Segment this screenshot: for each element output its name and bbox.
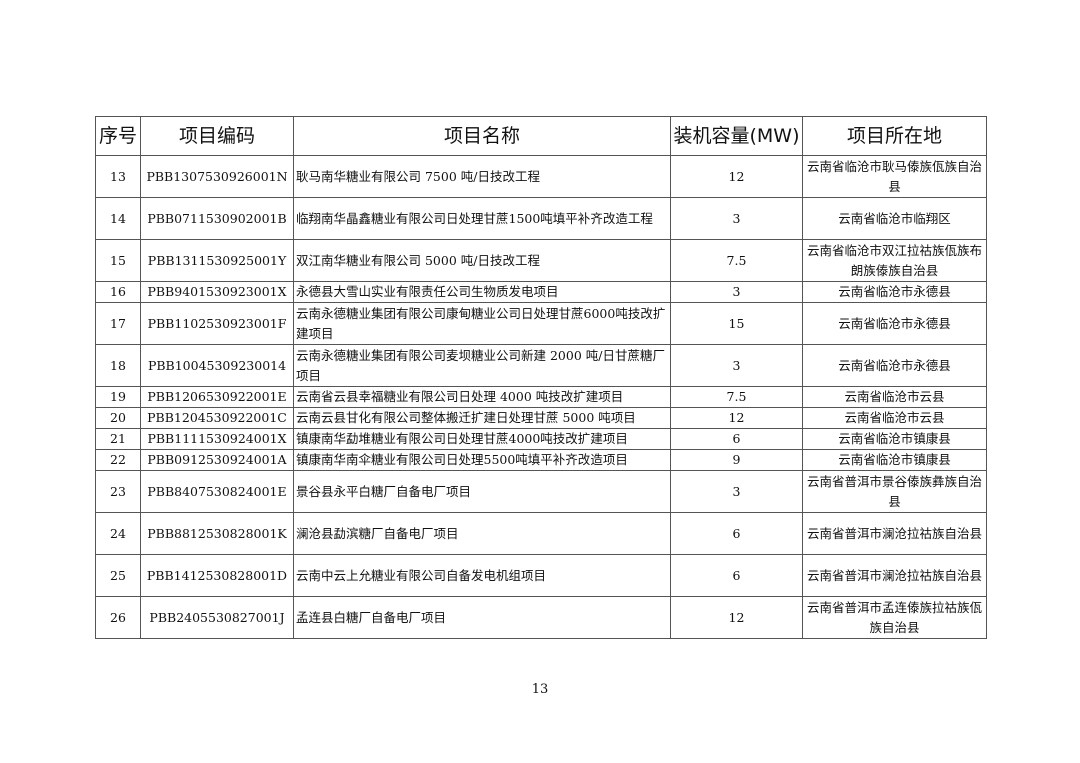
table-row: 13 PBB130753092600​1N 耿马南华糖业有限公司 7500 吨/日技… [95, 155, 987, 198]
cell-seq: 13 [95, 155, 141, 198]
header-capacity: 装机容量(MW) [670, 116, 803, 156]
cell-name: 云南省云县幸福糖业有限公司日处理 4000 吨技改扩建项目 [293, 386, 671, 408]
cell-location: 云南省普洱市孟连傣族拉祜族佤族自治县 [802, 596, 987, 639]
cell-name: 耿马南华糖业有限公司 7500 吨/日技改工程 [293, 155, 671, 198]
cell-location: 云南省临沧市双江拉祜族佤族布朗族傣族自治县 [802, 239, 987, 282]
header-name: 项目名称 [293, 116, 671, 156]
cell-name: 双江南华糖业有限公司 5000 吨/日技改工程 [293, 239, 671, 282]
cell-code: PBB1111530924001X [140, 428, 294, 450]
cell-capacity: 6 [670, 512, 803, 555]
cell-capacity: 3 [670, 197, 803, 240]
table-row: 15 PBB1311530925001Y 双江南华糖业有限公司 5000 吨/日技改… [95, 239, 987, 282]
cell-seq: 23 [95, 470, 141, 513]
cell-capacity: 12 [670, 407, 803, 429]
table-row: 24 PBB8812530828001K 澜沧县勐滨糖厂自备电厂项目 6 云南省普洱市澜… [95, 512, 987, 555]
table-row: 16 PBB9401530923001X 永德县大雪山实业有限责任公司生物质发电项目… [95, 281, 987, 303]
cell-seq: 17 [95, 302, 141, 345]
cell-name: 临翔南华晶鑫糖业有限公司日处理甘蔗1500吨填平补齐改造工程 [293, 197, 671, 240]
cell-location: 云南省普洱市景谷傣族彝族自治县 [802, 470, 987, 513]
cell-location: 云南省临沧市耿马傣族佤族自治县 [802, 155, 987, 198]
cell-seq: 22 [95, 449, 141, 471]
header-seq: 序号 [95, 116, 141, 156]
cell-code: PBB1311530925001Y [140, 239, 294, 282]
project-table: 序号 项目编码 项目名称 装机容量(MW) 项目所在地 13 PBB1307530… [95, 116, 987, 639]
cell-location: 云南省普洱市澜沧拉祜族自治县 [802, 554, 987, 597]
cell-capacity: 12 [670, 155, 803, 198]
cell-capacity: 6 [670, 428, 803, 450]
cell-code: PBB10045309230014 [140, 344, 294, 387]
table-row: 14 PBB0711530902001B 临翔南华晶鑫糖业有限公司日处理甘蔗1500… [95, 197, 987, 240]
cell-name: 永德县大雪山实业有限责任公司生物质发电项目 [293, 281, 671, 303]
cell-seq: 21 [95, 428, 141, 450]
cell-name: 镇康南华南伞糖业有限公司日处理5500吨填平补齐改造项目 [293, 449, 671, 471]
cell-code: PBB1412530828001D [140, 554, 294, 597]
table-row: 20 PBB1204530922001C 云南云县甘化有限公司整体搬迁扩建日处理甘蔗… [95, 407, 987, 429]
table-header-row: 序号 项目编码 项目名称 装机容量(MW) 项目所在地 [95, 116, 987, 156]
table-row: 19 PBB1206530922001E 云南省云县幸福糖业有限公司日处理 4000… [95, 386, 987, 408]
cell-capacity: 3 [670, 281, 803, 303]
cell-location: 云南省临沧市临翔区 [802, 197, 987, 240]
cell-capacity: 6 [670, 554, 803, 597]
cell-code: PBB1102530923001F [140, 302, 294, 345]
cell-seq: 15 [95, 239, 141, 282]
cell-seq: 24 [95, 512, 141, 555]
table-row: 21 PBB1111530924001X 镇康南华勐堆糖业有限公司日处理甘蔗4000… [95, 428, 987, 450]
cell-name: 云南中云上允糖业有限公司自备发电机组项目 [293, 554, 671, 597]
cell-code: PBB0711530902001B [140, 197, 294, 240]
cell-location: 云南省临沧市云县 [802, 386, 987, 408]
cell-seq: 16 [95, 281, 141, 303]
cell-capacity: 9 [670, 449, 803, 471]
table-row: 17 PBB1102530923001F 云南永德糖业集团有限公司康甸糖业公司日处理… [95, 302, 987, 345]
cell-seq: 20 [95, 407, 141, 429]
header-location: 项目所在地 [802, 116, 987, 156]
cell-name: 澜沧县勐滨糖厂自备电厂项目 [293, 512, 671, 555]
cell-code: PBB1204530922001C [140, 407, 294, 429]
cell-capacity: 3 [670, 470, 803, 513]
cell-location: 云南省临沧市镇康县 [802, 428, 987, 450]
cell-name: 云南永德糖业集团有限公司麦坝糖业公司新建 2000 吨/日甘蔗糖厂项目 [293, 344, 671, 387]
cell-capacity: 7.5 [670, 239, 803, 282]
cell-location: 云南省临沧市永德县 [802, 344, 987, 387]
table-row: 22 PBB0912530924001A 镇康南华南伞糖业有限公司日处理5500吨填… [95, 449, 987, 471]
table-row: 25 PBB1412530828001D 云南中云上允糖业有限公司自备发电机组项目 6… [95, 554, 987, 597]
cell-seq: 25 [95, 554, 141, 597]
table-row: 26 PBB2405530827001J 孟连县白糖厂自备电厂项目 12 云南省普洱市孟… [95, 596, 987, 639]
cell-location: 云南省临沧市镇康县 [802, 449, 987, 471]
cell-code: PBB8812530828001K [140, 512, 294, 555]
cell-name: 云南永德糖业集团有限公司康甸糖业公司日处理甘蔗6000吨技改扩建项目 [293, 302, 671, 345]
cell-code: PBB8407530824001E [140, 470, 294, 513]
cell-name: 云南云县甘化有限公司整体搬迁扩建日处理甘蔗 5000 吨项目 [293, 407, 671, 429]
cell-capacity: 15 [670, 302, 803, 345]
cell-seq: 14 [95, 197, 141, 240]
cell-capacity: 7.5 [670, 386, 803, 408]
cell-name: 镇康南华勐堆糖业有限公司日处理甘蔗4000吨技改扩建项目 [293, 428, 671, 450]
cell-location: 云南省临沧市云县 [802, 407, 987, 429]
cell-location: 云南省普洱市澜沧拉祜族自治县 [802, 512, 987, 555]
page-number: 13 [531, 682, 549, 697]
cell-capacity: 3 [670, 344, 803, 387]
cell-code: PBB0912530924001A [140, 449, 294, 471]
cell-seq: 18 [95, 344, 141, 387]
header-code: 项目编码 [140, 116, 294, 156]
cell-seq: 26 [95, 596, 141, 639]
cell-code: PBB9401530923001X [140, 281, 294, 303]
cell-code: PBB1206530922001E [140, 386, 294, 408]
table-row: 23 PBB8407530824001E 景谷县永平白糖厂自备电厂项目 3 云南省普洱市… [95, 470, 987, 513]
table-row: 18 PBB10045309230014 云南永德糖业集团有限公司麦坝糖业公司新建 … [95, 344, 987, 387]
cell-capacity: 12 [670, 596, 803, 639]
cell-name: 景谷县永平白糖厂自备电厂项目 [293, 470, 671, 513]
cell-code: PBB2405530827001J [140, 596, 294, 639]
cell-location: 云南省临沧市永德县 [802, 281, 987, 303]
cell-name: 孟连县白糖厂自备电厂项目 [293, 596, 671, 639]
cell-seq: 19 [95, 386, 141, 408]
cell-code: PBB130753092600​1N [140, 155, 294, 198]
cell-location: 云南省临沧市永德县 [802, 302, 987, 345]
